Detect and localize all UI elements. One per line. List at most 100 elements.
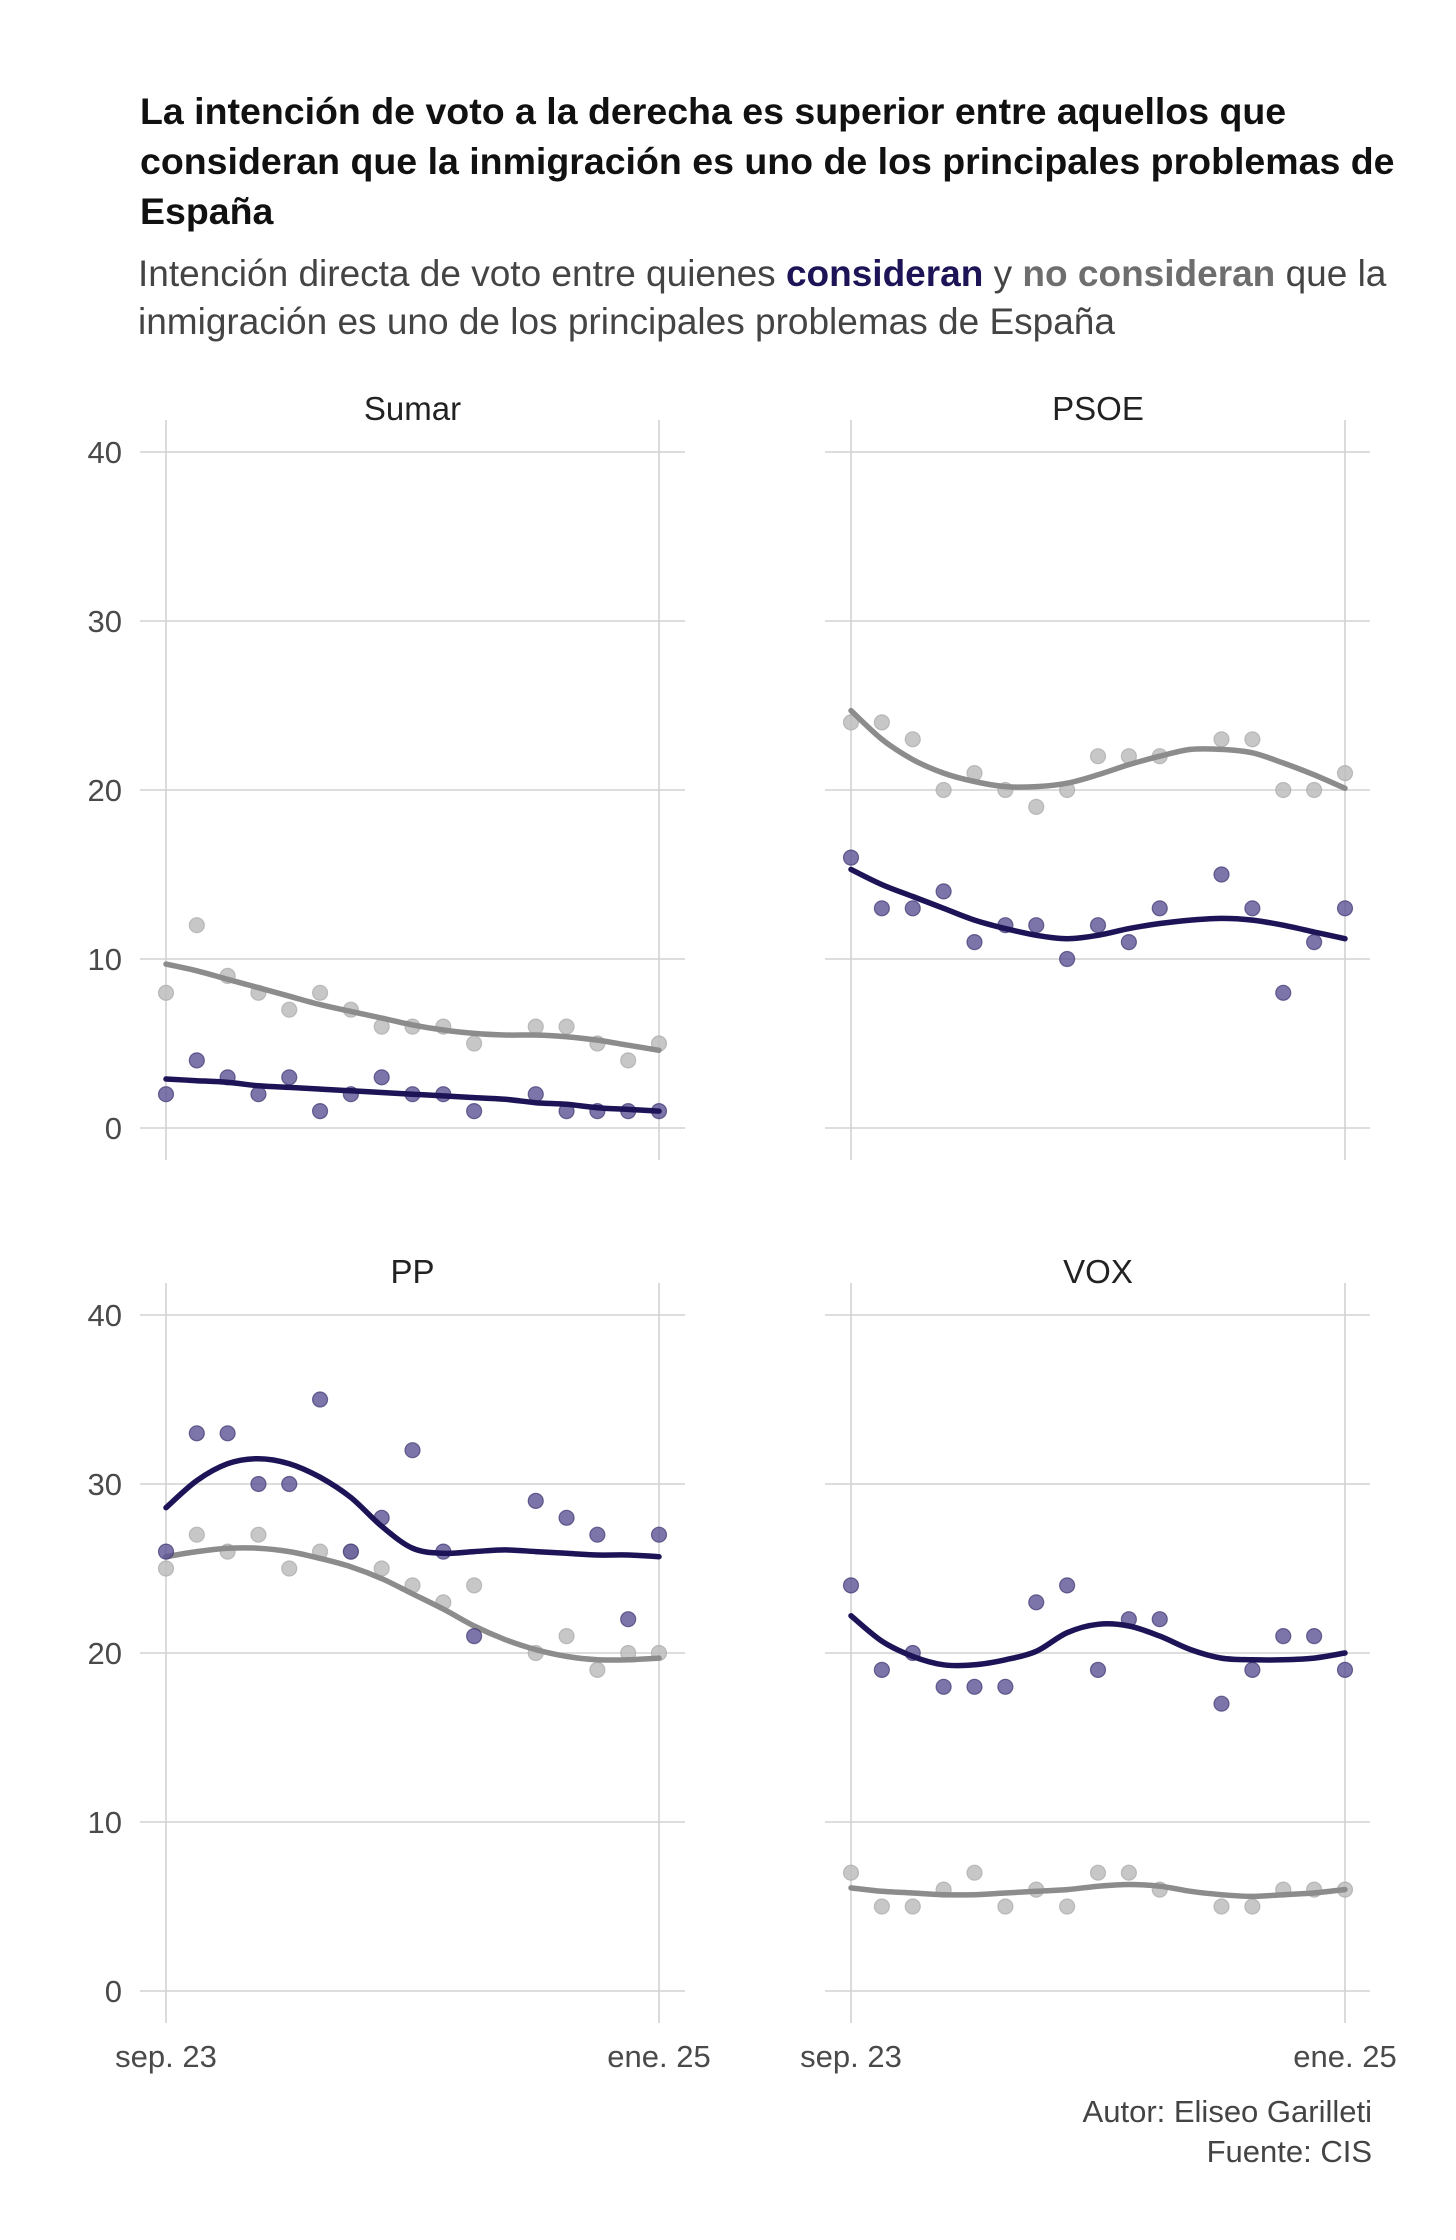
data-point-consideran-pp <box>527 1492 544 1510</box>
y-tick-label: 40 <box>88 1298 122 1333</box>
data-point-consideran-psoe <box>873 900 890 917</box>
data-point-no-consideran-psoe <box>1336 764 1354 782</box>
data-point-no-consideran-psoe <box>842 714 860 731</box>
data-point-consideran-sumar <box>373 1069 390 1086</box>
panel-title-psoe: PSOE <box>1052 390 1144 427</box>
data-point-consideran-pp <box>589 1526 606 1543</box>
data-point-no-consideran-vox <box>904 1898 921 1915</box>
data-point-consideran-sumar <box>157 1086 175 1103</box>
subtitle-no-consideran-label: no consideran <box>1022 253 1276 294</box>
panel-title-sumar: Sumar <box>364 390 461 427</box>
data-point-no-consideran-sumar <box>157 984 175 1001</box>
y-tick-label: 20 <box>88 1636 122 1671</box>
subtitle-text-start: Intención directa de voto entre quienes <box>138 253 786 294</box>
data-point-consideran-psoe <box>1213 866 1230 883</box>
data-point-no-consideran-psoe <box>1089 748 1107 765</box>
data-point-no-consideran-psoe <box>1244 731 1261 748</box>
y-tick-label: 30 <box>88 1467 122 1502</box>
y-tick-label: 10 <box>88 942 122 977</box>
y-tick-label: 0 <box>105 1111 122 1146</box>
data-point-consideran-psoe <box>1089 917 1107 934</box>
data-point-no-consideran-pp <box>466 1577 483 1594</box>
data-point-consideran-vox <box>1089 1661 1107 1679</box>
data-point-no-consideran-vox <box>1244 1898 1261 1915</box>
data-point-consideran-psoe <box>1120 933 1137 951</box>
data-point-consideran-pp <box>620 1611 637 1628</box>
y-tick-label: 30 <box>88 604 122 639</box>
data-point-consideran-vox <box>842 1577 860 1594</box>
data-point-consideran-vox <box>1244 1661 1261 1679</box>
chart-caption: Autor: Eliseo Garilleti Fuente: CIS <box>1083 2092 1372 2172</box>
data-point-consideran-psoe <box>904 900 921 917</box>
trend-line-consideran-vox <box>848 1613 1348 1669</box>
data-point-no-consideran-vox <box>966 1864 983 1881</box>
chart-subtitle: Intención directa de voto entre quienes … <box>138 250 1418 346</box>
data-point-consideran-psoe <box>1028 917 1045 934</box>
data-point-no-consideran-sumar <box>620 1052 637 1069</box>
data-point-no-consideran-psoe <box>935 781 952 799</box>
data-point-no-consideran-pp <box>281 1560 298 1577</box>
data-point-no-consideran-sumar <box>466 1035 483 1052</box>
data-point-consideran-vox <box>1275 1627 1292 1645</box>
data-point-consideran-psoe <box>1336 900 1354 917</box>
panel-title-vox: VOX <box>1063 1253 1133 1290</box>
x-tick-label: sep. 23 <box>800 2039 902 2074</box>
data-point-consideran-sumar <box>250 1086 267 1103</box>
y-tick-label: 0 <box>105 1974 122 2009</box>
data-point-consideran-sumar <box>311 1102 329 1120</box>
data-point-no-consideran-sumar <box>281 1001 298 1018</box>
trend-line-no-consideran-sumar <box>163 961 662 1054</box>
data-point-consideran-vox <box>1306 1627 1323 1645</box>
data-point-consideran-vox <box>1151 1611 1168 1628</box>
data-point-no-consideran-sumar <box>558 1018 575 1035</box>
data-point-no-consideran-psoe <box>1275 781 1292 799</box>
data-point-consideran-pp <box>250 1475 267 1493</box>
data-point-consideran-vox <box>873 1661 890 1679</box>
trend-line-no-consideran-pp <box>163 1545 662 1663</box>
subtitle-consideran-label: consideran <box>785 253 984 294</box>
trend-line-consideran-psoe <box>848 866 1348 942</box>
data-point-consideran-pp <box>466 1627 483 1645</box>
y-tick-label: 10 <box>88 1805 122 1840</box>
data-point-consideran-pp <box>342 1543 359 1560</box>
data-point-consideran-vox <box>935 1678 952 1695</box>
data-point-consideran-psoe <box>1151 900 1168 917</box>
data-point-consideran-pp <box>404 1442 421 1459</box>
data-point-consideran-psoe <box>1306 933 1323 951</box>
x-tick-label: sep. 23 <box>115 2039 217 2074</box>
data-point-no-consideran-psoe <box>904 731 921 748</box>
author-credit: Autor: Eliseo Garilleti <box>1082 2094 1372 2129</box>
data-point-consideran-pp <box>281 1475 298 1493</box>
data-point-consideran-vox <box>1336 1661 1354 1679</box>
data-point-consideran-psoe <box>966 933 983 951</box>
data-point-no-consideran-vox <box>1120 1864 1137 1881</box>
data-point-consideran-vox <box>1059 1577 1076 1594</box>
data-point-consideran-psoe <box>842 849 860 866</box>
data-point-no-consideran-pp <box>589 1661 606 1679</box>
data-point-consideran-sumar <box>466 1102 483 1120</box>
data-point-consideran-vox <box>997 1678 1014 1695</box>
data-point-no-consideran-pp <box>558 1627 575 1645</box>
data-point-no-consideran-psoe <box>1028 798 1045 816</box>
data-point-consideran-psoe <box>1244 900 1261 917</box>
trend-line-no-consideran-vox <box>848 1881 1348 1900</box>
data-point-no-consideran-vox <box>842 1864 860 1881</box>
data-point-no-consideran-sumar <box>527 1018 544 1035</box>
data-point-consideran-pp <box>157 1543 175 1560</box>
y-tick-label: 40 <box>88 435 122 470</box>
data-point-consideran-psoe <box>1059 950 1076 968</box>
data-point-consideran-sumar <box>188 1052 205 1069</box>
subtitle-text-end: que la inmigración es uno de los princip… <box>138 253 1387 342</box>
data-point-consideran-vox <box>1028 1594 1045 1611</box>
data-point-consideran-pp <box>311 1391 329 1408</box>
x-tick-label: ene. 25 <box>607 2039 710 2074</box>
trend-line-no-consideran-psoe <box>848 707 1348 792</box>
y-tick-label: 20 <box>88 773 122 808</box>
data-point-no-consideran-pp <box>188 1526 205 1543</box>
data-point-no-consideran-sumar <box>311 984 329 1001</box>
data-point-no-consideran-vox <box>1213 1898 1230 1915</box>
data-point-no-consideran-psoe <box>1213 731 1230 748</box>
data-point-consideran-vox <box>966 1678 983 1695</box>
data-point-consideran-pp <box>650 1526 668 1543</box>
